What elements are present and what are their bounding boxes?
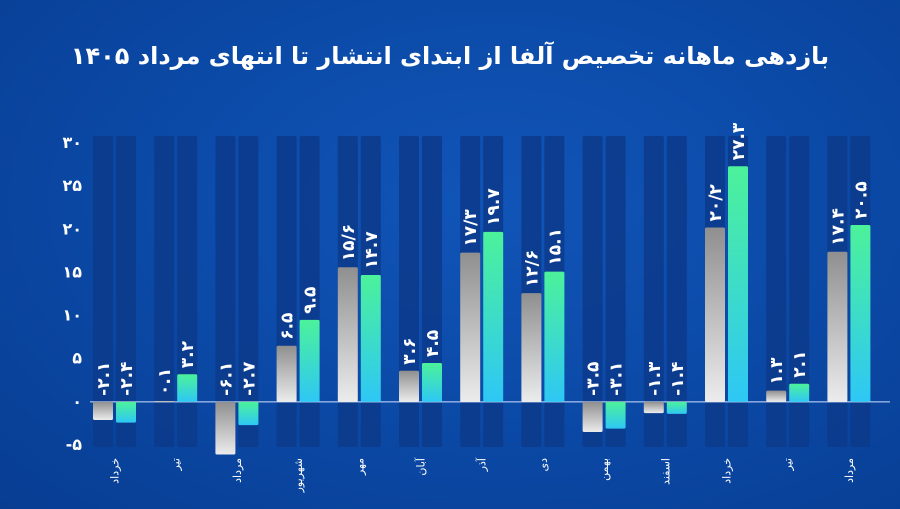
- bar-green: [728, 166, 748, 402]
- data-label: ۱۴.۷: [362, 231, 382, 269]
- data-label: -۲.۴: [117, 362, 137, 396]
- bar-grey: [521, 293, 542, 402]
- y-tick-label: ۱۵: [62, 262, 82, 281]
- data-label: ۱۹.۷: [484, 188, 504, 226]
- bar-green: [483, 231, 504, 402]
- y-tick-label: ۳۰: [62, 133, 82, 152]
- data-label: ۱۷.۴: [828, 208, 848, 246]
- bar-track: [238, 136, 259, 447]
- y-tick-label: ۲۵: [62, 176, 82, 195]
- bar-green: [544, 271, 565, 402]
- bar-green: [422, 363, 442, 402]
- bar-grey: [827, 251, 848, 402]
- data-label: ۲۷.۳: [729, 122, 749, 160]
- data-label: -۳.۵: [584, 362, 604, 396]
- chart-title: بازدهی ماهانه تخصیص آلفا از ابتدای انتشا…: [70, 42, 830, 70]
- bar-green: [666, 401, 687, 414]
- data-label: ۱۵/۶: [339, 224, 359, 261]
- data-label: ۲.۱: [790, 351, 810, 378]
- data-label: -۳.۱: [607, 362, 627, 396]
- bar-track: [605, 136, 626, 447]
- data-label: ۰.۱: [155, 368, 175, 395]
- x-tick-label: دی: [537, 458, 550, 472]
- x-tick-label: تیر: [170, 458, 183, 471]
- y-tick-label: -۵: [66, 435, 83, 454]
- data-label: ۳.۲: [178, 340, 198, 368]
- data-label: ۱۷/۳: [461, 209, 481, 247]
- x-tick-label: مرداد: [843, 458, 856, 483]
- x-tick-label: خرداد: [721, 458, 734, 484]
- bar-grey: [93, 401, 113, 420]
- bar-grey: [215, 401, 236, 455]
- bar-track: [116, 136, 136, 447]
- bar-green: [238, 401, 259, 426]
- data-label: -۱.۳: [645, 361, 665, 396]
- y-axis: -۵ ۰ ۵ ۱۰ ۱۵ ۲۰ ۲۵ ۳۰: [62, 133, 82, 454]
- bar-tracks: [93, 136, 871, 447]
- bar-track: [215, 136, 236, 447]
- bar-green: [789, 383, 810, 402]
- y-tick-label: ۲۰: [62, 219, 82, 238]
- data-label: ۴.۵: [423, 330, 443, 357]
- x-tick-label: اسفند: [659, 458, 672, 485]
- data-labels: -۲.۱ -۲.۴ ۰.۱۳.۲ -۶.۱ -۲.۷ ۶.۵۹.۵ ۱۵/۶ ۱۴.۷ ۳.۶ ۴…: [94, 122, 871, 396]
- bar-green: [850, 224, 871, 402]
- data-label: -۶.۱: [216, 362, 236, 396]
- x-tick-label: مهر: [353, 458, 366, 476]
- x-tick-label: شهریور: [292, 458, 305, 493]
- bar-grey: [337, 267, 358, 402]
- bar-grey: [399, 370, 419, 402]
- bar-track: [93, 136, 113, 447]
- bar-track: [666, 136, 687, 447]
- bar-grey: [705, 227, 725, 402]
- bar-green: [299, 319, 320, 402]
- bar-track: [399, 136, 419, 447]
- x-tick-label: مرداد: [231, 458, 244, 483]
- x-tick-label: تیر: [782, 458, 795, 471]
- data-label: -۱.۴: [668, 362, 688, 396]
- bar-grey: [154, 400, 175, 402]
- data-label: ۶.۵: [278, 313, 298, 340]
- bar-track: [582, 136, 603, 447]
- data-label: -۲.۷: [239, 361, 259, 396]
- bar-track: [154, 136, 175, 447]
- data-label: ۱۵.۱: [545, 228, 565, 266]
- x-tick-label: آذر: [475, 457, 489, 472]
- data-label: ۲۰/۲: [706, 184, 726, 222]
- bar-grey: [276, 345, 297, 402]
- data-label: ۳.۶: [400, 338, 420, 365]
- bar-grey: [766, 390, 787, 402]
- x-tick-label: آبان: [414, 457, 428, 475]
- bar-track: [766, 136, 787, 447]
- x-tick-label: خرداد: [109, 458, 122, 484]
- bar-track: [643, 136, 664, 447]
- data-label: ۲۰.۵: [851, 181, 871, 219]
- x-axis-labels: خرداد تیر مرداد شهریور مهر آبان آذر دی بهمن اسفند…: [109, 457, 856, 493]
- data-label: ۹.۵: [301, 287, 321, 314]
- bar-grey: [643, 401, 664, 414]
- y-tick-label: ۰: [72, 392, 82, 411]
- bar-grey: [582, 401, 603, 433]
- bar-track: [789, 136, 810, 447]
- data-label: ۱۲/۶: [522, 250, 542, 287]
- y-tick-label: ۱۰: [62, 306, 82, 325]
- bar-green: [177, 374, 198, 402]
- bar-grey: [460, 252, 481, 402]
- data-label: -۲.۱: [94, 362, 114, 396]
- bars: [93, 166, 871, 455]
- bar-green: [605, 401, 626, 429]
- bar-green: [360, 275, 381, 402]
- data-label: ۱.۳: [767, 357, 787, 385]
- bar-track: [177, 136, 198, 447]
- y-tick-label: ۵: [72, 349, 82, 368]
- x-tick-label: بهمن: [598, 458, 611, 481]
- bar-green: [116, 401, 136, 423]
